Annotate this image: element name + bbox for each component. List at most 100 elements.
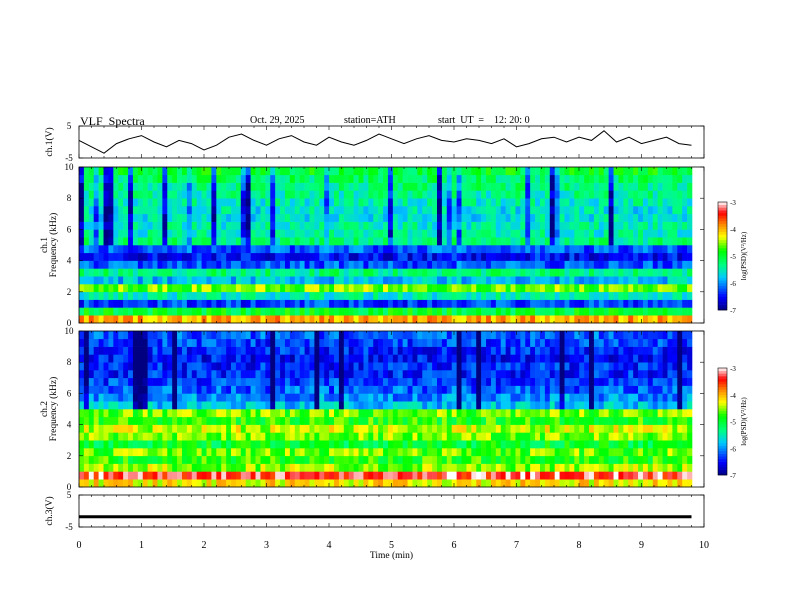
- spectrogram-cell: [608, 291, 614, 300]
- spectrogram-cell: [304, 401, 310, 410]
- spectrogram-cell: [638, 377, 644, 386]
- spectrogram-cell: [196, 190, 202, 199]
- spectrogram-cell: [137, 377, 144, 386]
- spectrogram-cell: [245, 455, 251, 464]
- spectrogram-cell: [113, 315, 119, 324]
- spectrogram-cell: [128, 167, 134, 176]
- spectrogram-cell: [319, 393, 325, 402]
- spectrogram-cell: [584, 252, 590, 261]
- spectrogram-cell: [520, 284, 526, 293]
- spectrogram-cell: [250, 354, 256, 363]
- spectrogram-cell: [299, 315, 305, 324]
- spectrogram-cell: [177, 245, 183, 254]
- spectrogram-cell: [535, 260, 541, 269]
- spectrogram-cell: [520, 182, 526, 191]
- spectrogram-cell: [569, 198, 575, 207]
- spectrogram-cell: [172, 206, 178, 215]
- spectrogram-cell: [495, 354, 502, 363]
- spectrogram-cell: [338, 338, 345, 347]
- spectrogram-cell: [79, 182, 85, 191]
- spectrogram-cell: [142, 370, 148, 379]
- spectrogram-cell: [235, 377, 242, 386]
- spectrogram-cell: [574, 385, 580, 394]
- spectrogram-cell: [598, 299, 605, 308]
- spectrogram-cell: [147, 432, 153, 441]
- spectrogram-cell: [618, 346, 624, 355]
- spectrogram-cell: [93, 182, 99, 191]
- spectrogram-cell: [486, 291, 492, 300]
- spectrogram-cell: [280, 479, 286, 488]
- spectrogram-cell: [211, 299, 217, 308]
- spectrogram-cell: [402, 401, 408, 410]
- spectrogram-cell: [451, 331, 457, 340]
- spectrogram-cell: [687, 307, 693, 316]
- spectrogram-cell: [441, 393, 448, 402]
- spectrogram-cell: [245, 377, 251, 386]
- spectrogram-cell: [177, 206, 183, 215]
- spectrogram-cell: [255, 245, 261, 254]
- spectrogram-cell: [647, 370, 654, 379]
- spectrogram-cell: [672, 362, 678, 371]
- spectrogram-cell: [270, 393, 276, 402]
- spectrogram-cell: [579, 221, 585, 230]
- spectrogram-cell: [289, 362, 296, 371]
- spectrogram-cell: [103, 291, 109, 300]
- spectrogram-cell: [157, 206, 163, 215]
- spectrogram-cell: [221, 167, 227, 176]
- spectrogram-cell: [412, 182, 418, 191]
- spectrogram-cell: [378, 307, 384, 316]
- spectrogram-cell: [633, 245, 639, 254]
- spectrogram-cell: [535, 276, 541, 285]
- spectrogram-cell: [123, 455, 129, 464]
- spectrogram-cell: [579, 471, 585, 480]
- spectrogram-cell: [633, 182, 639, 191]
- spectrogram-cell: [221, 260, 227, 269]
- spectrogram-cell: [530, 284, 536, 293]
- spectrogram-cell: [662, 291, 668, 300]
- spectrogram-cell: [672, 268, 678, 277]
- spectrogram-cell: [128, 448, 134, 457]
- spectrogram-cell: [667, 479, 673, 488]
- spectrogram-cell: [329, 385, 335, 394]
- spectrogram-cell: [387, 338, 394, 347]
- spectrogram-cell: [221, 213, 227, 222]
- spectrogram-cell: [495, 401, 502, 410]
- spectrogram-cell: [206, 432, 212, 441]
- spectrogram-cell: [201, 182, 207, 191]
- spectrogram-cell: [672, 385, 678, 394]
- spectrogram-cell: [387, 463, 394, 472]
- spectrogram-cell: [613, 315, 619, 324]
- spectrogram-cell: [181, 206, 188, 215]
- spectrogram-cell: [628, 206, 634, 215]
- spectrogram-cell: [265, 198, 271, 207]
- spectrogram-cell: [436, 198, 443, 207]
- spectrogram-cell: [319, 463, 325, 472]
- spectrogram-cell: [152, 401, 158, 410]
- spectrogram-cell: [245, 331, 251, 340]
- spectrogram-cell: [471, 385, 477, 394]
- spectrogram-cell: [520, 354, 526, 363]
- spectrogram-cell: [427, 362, 433, 371]
- spectrogram-cell: [98, 346, 104, 355]
- spectrogram-cell: [191, 213, 197, 222]
- spectrogram-cell: [250, 385, 256, 394]
- spectrogram-cell: [343, 424, 350, 433]
- spectrogram-cell: [427, 167, 433, 176]
- spectrogram-cell: [275, 455, 281, 464]
- spectrogram-cell: [191, 401, 197, 410]
- spectrogram-cell: [647, 276, 654, 285]
- spectrogram-cell: [270, 455, 276, 464]
- spectrogram-cell: [559, 377, 565, 386]
- spectrogram-cell: [505, 377, 511, 386]
- spectrogram-cell: [417, 190, 423, 199]
- spectrogram-cell: [177, 284, 183, 293]
- spectrogram-cell: [231, 268, 237, 277]
- spectrogram-cell: [387, 370, 394, 379]
- spectrogram-cell: [559, 268, 565, 277]
- spectrogram-cell: [383, 331, 389, 340]
- spectrogram-cell: [559, 448, 565, 457]
- spectrogram-cell: [353, 432, 359, 441]
- spectrogram-cell: [432, 409, 438, 418]
- spectrogram-cell: [358, 346, 364, 355]
- spectrogram-cell: [486, 362, 492, 371]
